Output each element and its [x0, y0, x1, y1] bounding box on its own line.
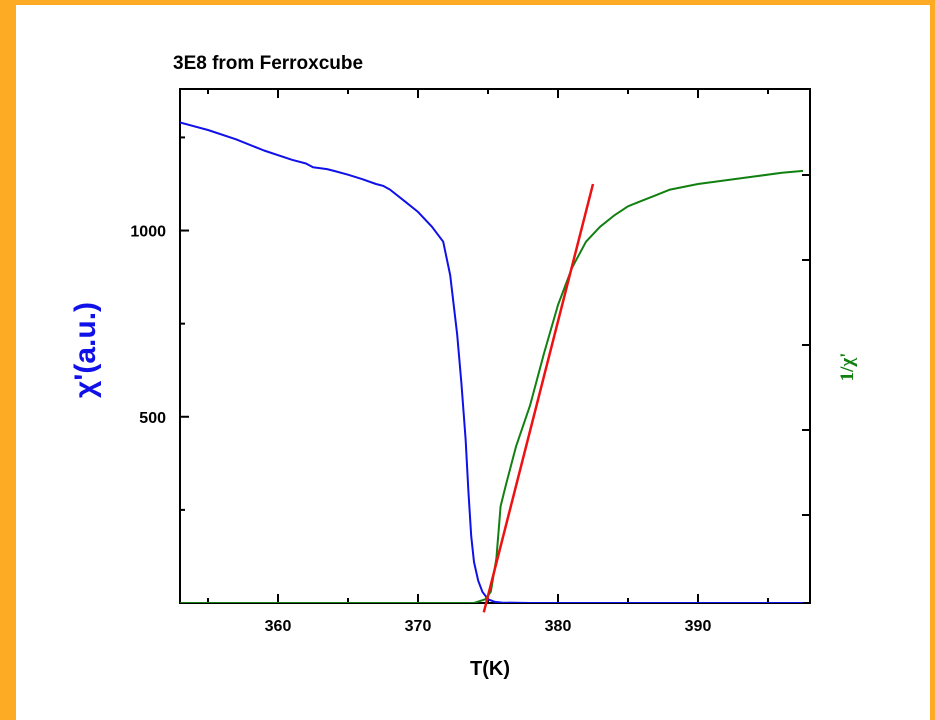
x-axis-ticks: 360 370 380 390 — [207, 89, 769, 635]
y-tick-label: 1000 — [130, 224, 166, 241]
x-tick-label: 380 — [545, 618, 572, 635]
series-line-chi — [180, 121, 803, 603]
y-axis-label-right: 1/χ' — [837, 353, 858, 382]
chart-title: 3E8 from Ferroxcube — [173, 53, 363, 74]
x-axis-label: T(K) — [470, 658, 510, 680]
y-tick-label: 500 — [139, 410, 166, 427]
slide-background: 3E8 from Ferroxcube 360 370 380 390 500 1000… — [16, 0, 935, 720]
x-tick-label: 370 — [405, 618, 432, 635]
series-line-fit — [482, 183, 595, 613]
plot-frame — [179, 88, 811, 604]
y-axis-ticks: 500 1000 — [130, 136, 810, 516]
y-axis-label-left: χ'(a.u.) — [69, 302, 102, 398]
series-layer — [180, 121, 804, 613]
plot-border — [179, 88, 811, 604]
series-line-inv_chi — [180, 169, 804, 603]
x-tick-label: 360 — [265, 618, 292, 635]
chart: 3E8 from Ferroxcube 360 370 380 390 500 1000… — [69, 53, 858, 680]
x-tick-label: 390 — [685, 618, 712, 635]
